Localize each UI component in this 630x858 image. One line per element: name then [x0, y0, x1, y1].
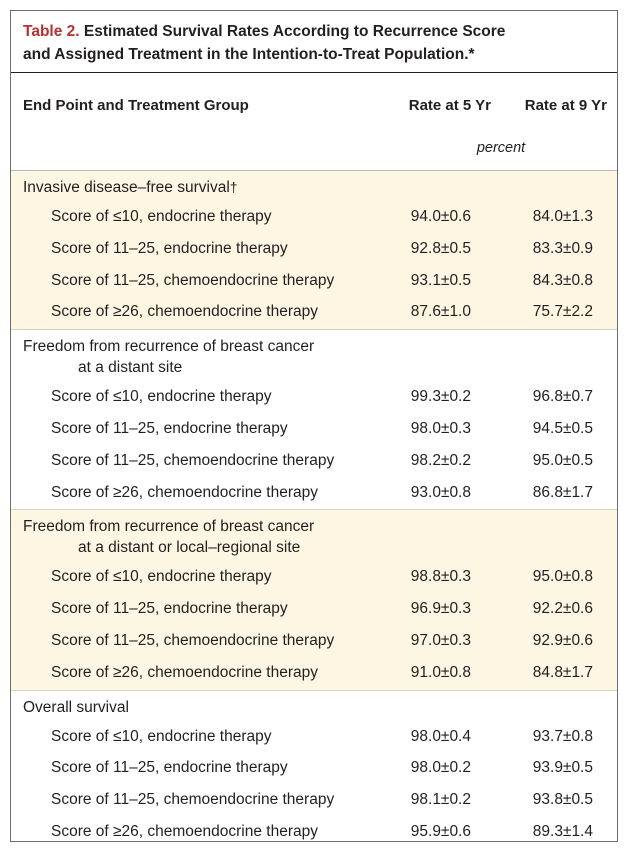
rate-9yr-cell: 86.8±1.7 — [532, 483, 593, 501]
table-title: Table 2. Estimated Survival Rates Accord… — [11, 11, 617, 73]
table-row: Score of ≥26, chemoendocrine therapy 91.0… — [11, 658, 617, 690]
rate-5yr-cell: 98.2±0.2 — [410, 451, 471, 469]
table-body: Invasive disease–free survival† Score of … — [11, 171, 617, 841]
rate-9yr-cell: 92.2±0.6 — [532, 600, 593, 618]
table-row: Score of 11–25, endocrine therapy 96.9±0.… — [11, 594, 617, 626]
row-group-label: Score of ≥26, chemoendocrine therapy — [51, 663, 318, 681]
unit-label: percent — [476, 140, 526, 156]
row-group-label: Score of ≤10, endocrine therapy — [51, 208, 272, 225]
rate-9yr-cell: 93.9±0.5 — [532, 759, 593, 777]
rate-5yr-cell: 96.9±0.3 — [410, 600, 471, 618]
row-group-label: Score of 11–25, endocrine therapy — [51, 600, 288, 618]
section-heading-line1: Overall survival — [23, 698, 129, 716]
rate-9yr-cell: 94.5±0.5 — [532, 419, 593, 437]
section-heading: Freedom from recurrence of breast cancer… — [11, 510, 617, 562]
col-9yr-header: Rate at 9 Yr — [524, 97, 607, 114]
row-group-label: Score of ≤10, endocrine therapy — [51, 727, 272, 745]
section-heading: Invasive disease–free survival† — [11, 171, 617, 202]
rate-5yr-cell: 99.3±0.2 — [410, 388, 471, 406]
section-heading: Overall survival — [11, 691, 617, 722]
row-group-label: Score of 11–25, endocrine therapy — [51, 239, 288, 257]
row-group-label: Score of 11–25, endocrine therapy — [51, 419, 288, 437]
section-heading-line2: at a distant or local–regional site — [78, 539, 301, 557]
rate-9yr-cell: 96.8±0.7 — [532, 388, 593, 406]
rate-9yr-cell: 83.3±0.9 — [532, 239, 593, 257]
footnote-mark: † — [229, 179, 238, 195]
table-title-line2: and Assigned Treatment in the Intention-… — [23, 46, 475, 63]
table-row: Score of 11–25, chemoendocrine therapy 93… — [11, 266, 617, 298]
rate-5yr-cell: 93.0±0.8 — [410, 483, 471, 501]
rate-5yr-cell: 98.1±0.2 — [410, 791, 471, 809]
section-4: Overall survival Score of ≤10, endocrine … — [11, 691, 617, 841]
row-group-label: Score of ≤10, endocrine therapy — [51, 568, 272, 586]
rate-9yr-cell: 95.0±0.8 — [532, 568, 593, 586]
row-group-label: Score of 11–25, chemoendocrine therapy — [51, 271, 335, 289]
rate-5yr-cell: 91.0±0.8 — [410, 663, 471, 681]
section-heading-line1: Freedom from recurrence of breast cancer — [23, 338, 315, 356]
rate-9yr-cell: 89.3±1.4 — [532, 822, 593, 840]
table-row: Score of ≤10, endocrine therapy 99.3±0.2 9… — [11, 382, 617, 414]
rate-9yr-cell: 92.9±0.6 — [532, 631, 593, 649]
row-group-label: Score of ≥26, chemoendocrine therapy — [51, 822, 318, 840]
rate-9yr-cell: 84.0±1.3 — [532, 208, 593, 225]
section-heading: Freedom from recurrence of breast cancer… — [11, 330, 617, 382]
rate-9yr-cell: 95.0±0.5 — [532, 451, 593, 469]
rate-9yr-cell: 75.7±2.2 — [532, 303, 593, 321]
table-row: Score of 11–25, chemoendocrine therapy 98… — [11, 446, 617, 478]
table-row: Score of 11–25, chemoendocrine therapy 97… — [11, 626, 617, 658]
row-group-label: Score of ≤10, endocrine therapy — [51, 388, 272, 406]
col-5yr-header: Rate at 5 Yr — [408, 97, 491, 114]
table-row: Score of ≤10, endocrine therapy 94.0±0.6 8… — [11, 202, 617, 234]
section-heading-line1: Freedom from recurrence of breast cancer — [23, 518, 315, 536]
col-endpoint-header: End Point and Treatment Group — [23, 97, 249, 114]
table-row: Score of 11–25, endocrine therapy 98.0±0.… — [11, 753, 617, 785]
table-label: Table 2. — [23, 23, 80, 40]
table-row: Score of ≥26, chemoendocrine therapy 87.6… — [11, 297, 617, 329]
rate-5yr-cell: 92.8±0.5 — [410, 239, 471, 257]
rate-9yr-cell: 84.8±1.7 — [532, 663, 593, 681]
rate-9yr-cell: 84.3±0.8 — [532, 271, 593, 289]
section-heading-line2: at a distant site — [78, 359, 183, 377]
rate-5yr-cell: 97.0±0.3 — [410, 631, 471, 649]
table-row: Score of ≥26, chemoendocrine therapy 95.9… — [11, 817, 617, 841]
section-1: Invasive disease–free survival† Score of … — [11, 171, 617, 331]
rate-5yr-cell: 98.0±0.2 — [410, 759, 471, 777]
rate-5yr-cell: 93.1±0.5 — [410, 271, 471, 289]
row-group-label: Score of 11–25, chemoendocrine therapy — [51, 791, 335, 809]
row-group-label: Score of 11–25, endocrine therapy — [51, 759, 288, 777]
table-title-line1: Estimated Survival Rates According to Re… — [83, 23, 506, 40]
rate-9yr-cell: 93.8±0.5 — [532, 791, 593, 809]
table-row: Score of 11–25, chemoendocrine therapy 98… — [11, 785, 617, 817]
section-2: Freedom from recurrence of breast cancer… — [11, 330, 617, 511]
table-frame: Table 2. Estimated Survival Rates Accord… — [10, 10, 618, 842]
rate-5yr-cell: 87.6±1.0 — [410, 303, 471, 321]
row-group-label: Score of ≥26, chemoendocrine therapy — [51, 303, 318, 321]
column-header: End Point and Treatment Group Rate at 5 … — [11, 73, 617, 171]
rate-5yr-cell: 95.9±0.6 — [410, 822, 471, 840]
row-group-label: Score of ≥26, chemoendocrine therapy — [51, 483, 318, 501]
rate-5yr-cell: 94.0±0.6 — [410, 208, 471, 225]
table-row: Score of 11–25, endocrine therapy 92.8±0.… — [11, 234, 617, 266]
table-row: Score of ≤10, endocrine therapy 98.8±0.3 9… — [11, 562, 617, 594]
rate-5yr-cell: 98.0±0.4 — [410, 727, 471, 745]
row-group-label: Score of 11–25, chemoendocrine therapy — [51, 451, 335, 469]
table-row: Score of ≤10, endocrine therapy 98.0±0.4 9… — [11, 722, 617, 754]
rate-5yr-cell: 98.8±0.3 — [410, 568, 471, 586]
rate-5yr-cell: 98.0±0.3 — [410, 419, 471, 437]
section-heading-line1: Invasive disease–free survival — [23, 179, 230, 196]
table-row: Score of ≥26, chemoendocrine therapy 93.0… — [11, 478, 617, 510]
section-3: Freedom from recurrence of breast cancer… — [11, 510, 617, 691]
rate-9yr-cell: 93.7±0.8 — [532, 727, 593, 745]
row-group-label: Score of 11–25, chemoendocrine therapy — [51, 631, 335, 649]
table-row: Score of 11–25, endocrine therapy 98.0±0.… — [11, 414, 617, 446]
